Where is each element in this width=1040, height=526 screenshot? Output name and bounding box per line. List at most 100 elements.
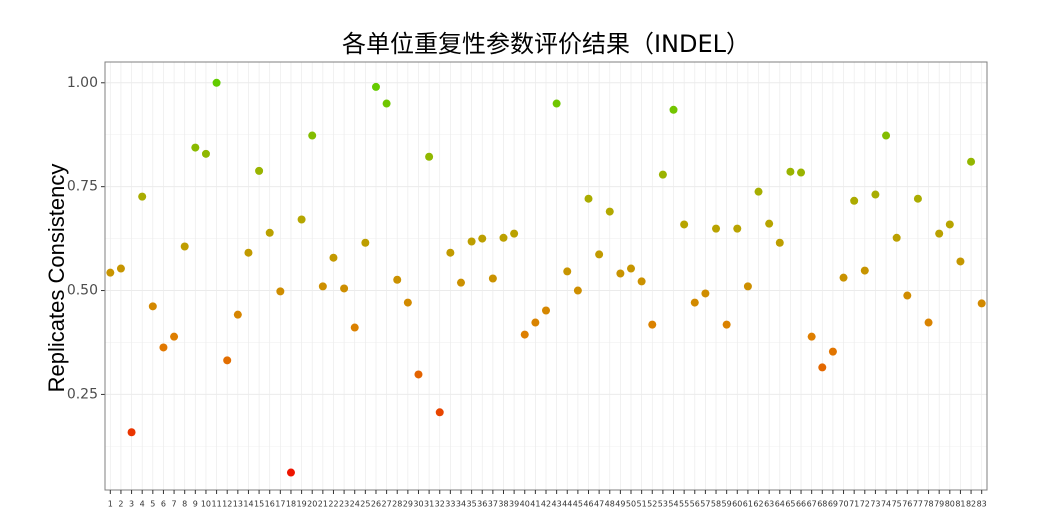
point bbox=[627, 264, 636, 273]
x-tick-label: 14 bbox=[243, 500, 253, 509]
point bbox=[106, 268, 115, 277]
x-tick-label: 68 bbox=[817, 500, 827, 509]
point bbox=[542, 306, 550, 315]
x-tick-label: 8 bbox=[182, 500, 187, 509]
point bbox=[701, 289, 710, 298]
point bbox=[276, 287, 285, 296]
point bbox=[680, 220, 689, 229]
x-tick-label: 20 bbox=[307, 500, 317, 509]
x-tick-label: 36 bbox=[477, 500, 487, 509]
x-tick-label: 27 bbox=[382, 500, 392, 509]
point bbox=[350, 323, 359, 332]
x-tick-label: 48 bbox=[605, 500, 615, 509]
point bbox=[371, 82, 380, 91]
point bbox=[499, 233, 508, 242]
point bbox=[510, 229, 519, 238]
x-tick-label: 59 bbox=[722, 500, 732, 509]
point bbox=[595, 250, 604, 259]
x-tick-label: 70 bbox=[838, 500, 848, 509]
point bbox=[255, 166, 264, 175]
point bbox=[244, 248, 253, 257]
point bbox=[212, 78, 221, 87]
x-tick-label: 56 bbox=[690, 500, 700, 509]
point bbox=[871, 190, 880, 199]
x-tick-label: 75 bbox=[892, 500, 902, 509]
x-tick-label: 71 bbox=[849, 500, 859, 509]
x-tick-label: 2 bbox=[118, 500, 123, 509]
x-tick-label: 77 bbox=[913, 500, 923, 509]
point bbox=[712, 224, 721, 233]
y-tick-label: 0.75 bbox=[67, 179, 98, 195]
x-tick-label: 26 bbox=[371, 500, 381, 509]
y-tick-label: 1.00 bbox=[67, 75, 98, 91]
x-tick-label: 81 bbox=[955, 500, 965, 509]
x-tick-label: 19 bbox=[296, 500, 306, 509]
point bbox=[743, 282, 752, 291]
x-tick-label: 16 bbox=[265, 500, 275, 509]
y-tick-label: 0.50 bbox=[67, 283, 98, 299]
x-tick-label: 44 bbox=[562, 500, 572, 509]
x-tick-label: 78 bbox=[923, 500, 933, 509]
x-tick-label: 5 bbox=[150, 500, 155, 509]
x-tick-label: 47 bbox=[594, 500, 604, 509]
point bbox=[435, 408, 444, 417]
x-tick-label: 61 bbox=[743, 500, 753, 509]
point bbox=[924, 318, 933, 327]
x-tick-label: 24 bbox=[350, 500, 360, 509]
x-tick-label: 54 bbox=[668, 500, 678, 509]
point bbox=[648, 320, 657, 329]
point bbox=[127, 428, 136, 437]
point bbox=[956, 257, 965, 266]
point bbox=[797, 168, 806, 177]
point bbox=[414, 370, 423, 379]
x-tick-label: 37 bbox=[488, 500, 498, 509]
point bbox=[637, 277, 646, 286]
x-tick-label: 45 bbox=[573, 500, 583, 509]
point bbox=[403, 298, 412, 307]
x-tick-label: 52 bbox=[647, 500, 657, 509]
point bbox=[584, 194, 593, 203]
x-tick-label: 46 bbox=[583, 500, 593, 509]
point bbox=[818, 363, 827, 372]
x-tick-label: 39 bbox=[509, 500, 519, 509]
point bbox=[722, 320, 731, 329]
point bbox=[340, 284, 349, 293]
point bbox=[467, 237, 476, 246]
point bbox=[456, 278, 465, 287]
point bbox=[573, 286, 582, 295]
point bbox=[977, 299, 986, 308]
point bbox=[170, 332, 179, 341]
x-tick-label: 80 bbox=[945, 500, 955, 509]
x-tick-label: 11 bbox=[211, 500, 221, 509]
x-tick-label: 33 bbox=[445, 500, 455, 509]
point bbox=[967, 157, 976, 166]
x-tick-label: 58 bbox=[711, 500, 721, 509]
point bbox=[488, 274, 497, 283]
x-tick-label: 83 bbox=[977, 500, 987, 509]
point bbox=[138, 192, 147, 201]
x-tick-label: 31 bbox=[424, 500, 434, 509]
x-tick-label: 15 bbox=[254, 500, 264, 509]
point bbox=[775, 238, 784, 247]
point bbox=[765, 219, 774, 228]
y-tick-label: 0.25 bbox=[67, 386, 98, 402]
point bbox=[233, 310, 242, 319]
x-tick-label: 29 bbox=[403, 500, 413, 509]
point bbox=[913, 194, 922, 203]
x-tick-label: 6 bbox=[161, 500, 166, 509]
point bbox=[690, 298, 699, 307]
x-tick-label: 23 bbox=[339, 500, 349, 509]
x-tick-label: 49 bbox=[615, 500, 625, 509]
point bbox=[180, 242, 189, 251]
x-tick-label: 34 bbox=[456, 500, 466, 509]
x-tick-label: 21 bbox=[318, 500, 328, 509]
point bbox=[297, 215, 306, 224]
point bbox=[425, 152, 434, 161]
x-tick-label: 65 bbox=[785, 500, 795, 509]
point bbox=[882, 131, 891, 140]
x-tick-label: 18 bbox=[286, 500, 296, 509]
x-tick-label: 35 bbox=[467, 500, 477, 509]
point bbox=[669, 105, 678, 114]
x-tick-label: 43 bbox=[552, 500, 562, 509]
x-tick-label: 62 bbox=[753, 500, 763, 509]
